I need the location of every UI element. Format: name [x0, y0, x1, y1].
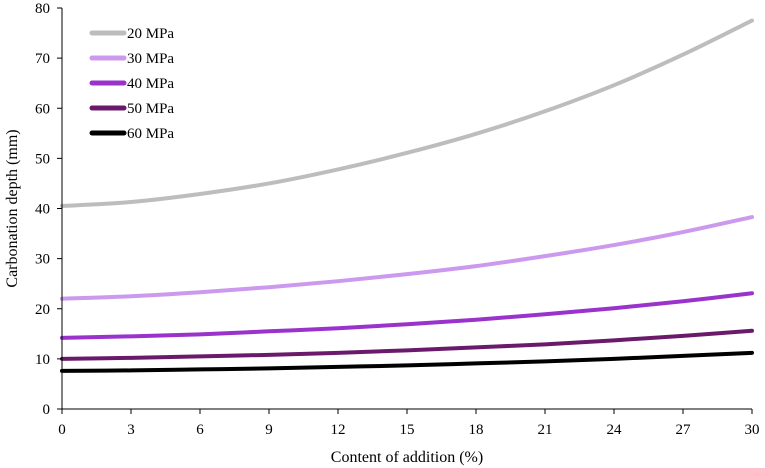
y-tick-label: 10 [35, 352, 50, 368]
x-tick-label: 30 [745, 422, 760, 438]
y-tick-label: 30 [35, 252, 50, 268]
plot-lines [60, 18, 754, 373]
x-tick-label: 6 [196, 422, 204, 438]
legend-label: 20 MPa [127, 26, 174, 42]
x-tick-label: 15 [400, 422, 415, 438]
x-tick-label: 18 [469, 422, 484, 438]
legend-label: 60 MPa [127, 126, 174, 142]
ticks: 0 10 20 30 40 50 60 70 80 0 3 6 9 12 15 18 21 24 27 30 [35, 1, 760, 438]
series-line-20-mpa [60, 18, 754, 208]
x-axis-title: Content of addition (%) [331, 449, 483, 466]
x-tick-label: 24 [607, 422, 623, 438]
x-tick-label: 12 [331, 422, 346, 438]
y-tick-label: 20 [35, 302, 50, 318]
legend-label: 30 MPa [127, 51, 174, 67]
x-tick-label: 0 [58, 422, 66, 438]
x-tick-label: 21 [538, 422, 553, 438]
y-tick-label: 80 [35, 1, 50, 17]
series-line-50-mpa [60, 328, 754, 361]
series-line-40-mpa [60, 291, 754, 340]
legend-label: 50 MPa [127, 101, 174, 117]
y-tick-label: 50 [35, 151, 50, 167]
series-line-30-mpa [60, 215, 754, 301]
y-tick-label: 0 [43, 402, 51, 418]
y-tick-label: 70 [35, 51, 50, 67]
legend-label: 40 MPa [127, 76, 174, 92]
x-tick-label: 27 [676, 422, 692, 438]
legend: 20 MPa 30 MPa 40 MPa 50 MPa 60 MPa [89, 26, 174, 142]
series-line-60-mpa [60, 350, 754, 373]
y-axis-title: Carbonation depth (mm) [4, 129, 21, 287]
y-tick-label: 60 [35, 101, 50, 117]
x-tick-label: 9 [265, 422, 273, 438]
x-tick-label: 3 [127, 422, 135, 438]
y-tick-label: 40 [35, 202, 50, 218]
